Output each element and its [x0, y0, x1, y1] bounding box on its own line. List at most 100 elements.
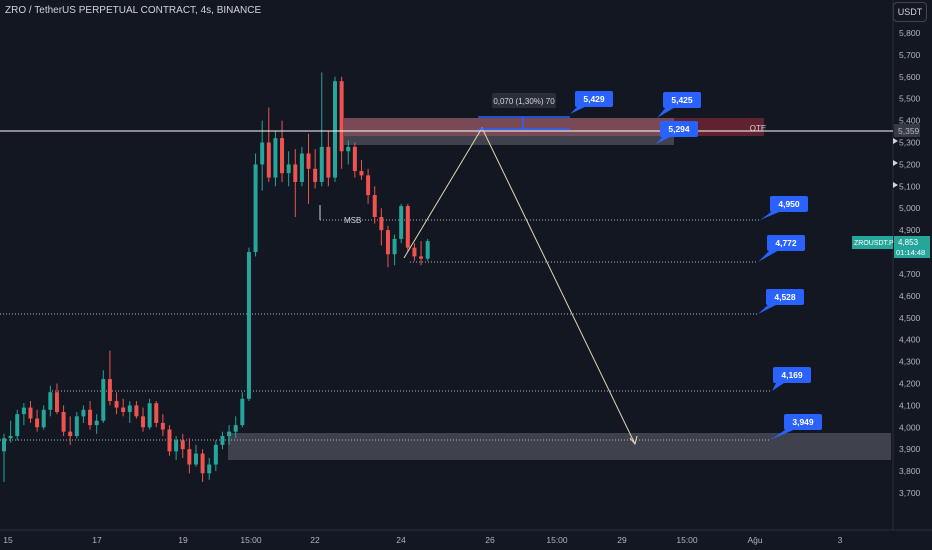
candle[interactable]: [193, 444, 198, 467]
candle[interactable]: [41, 405, 46, 430]
candle[interactable]: [266, 107, 271, 182]
candle[interactable]: [326, 131, 331, 187]
candle[interactable]: [35, 409, 40, 432]
candle[interactable]: [240, 392, 245, 428]
candle[interactable]: [160, 414, 165, 437]
candle-body: [333, 81, 337, 178]
level-tag[interactable]: 4,772: [758, 235, 805, 262]
candle[interactable]: [107, 350, 112, 406]
candle[interactable]: [21, 403, 26, 426]
candle[interactable]: [220, 431, 225, 450]
candle[interactable]: [260, 120, 265, 191]
candle[interactable]: [167, 425, 172, 456]
candle[interactable]: [366, 168, 371, 204]
level-tag[interactable]: 5,425: [657, 92, 701, 118]
time-axis[interactable]: 15 17 19 15:00 22 24 26 15:00 29 15:00 Ağu 3: [3, 535, 842, 545]
y-tick-label: 4,900: [899, 225, 921, 235]
candle[interactable]: [273, 131, 278, 187]
level-tag[interactable]: 4,169: [772, 367, 811, 391]
price-arrow-2: [893, 160, 898, 166]
x-tick-label: 17: [92, 535, 102, 545]
x-tick-label: Ağu: [747, 535, 762, 545]
y-tick-label: 4,200: [899, 378, 921, 388]
candle[interactable]: [352, 142, 357, 178]
candle[interactable]: [187, 438, 192, 474]
candle[interactable]: [405, 203, 410, 253]
level-tag[interactable]: 4,528: [758, 289, 804, 314]
candle[interactable]: [68, 416, 73, 445]
candle[interactable]: [127, 401, 132, 423]
candle[interactable]: [293, 149, 298, 217]
candle[interactable]: [2, 433, 6, 483]
candle[interactable]: [319, 72, 324, 187]
candle[interactable]: [74, 411, 79, 439]
price-arrow-1: [893, 138, 898, 144]
candle[interactable]: [121, 398, 126, 417]
candle[interactable]: [200, 449, 205, 483]
level-tag-pointer: [758, 303, 780, 314]
candle[interactable]: [15, 409, 20, 441]
candle[interactable]: [359, 160, 364, 180]
x-tick-label: 15:00: [676, 535, 698, 545]
level-tag[interactable]: 5,429: [570, 91, 613, 114]
y-tick-label: 4,500: [899, 313, 921, 323]
candle[interactable]: [134, 401, 139, 419]
candle[interactable]: [174, 436, 179, 461]
candle[interactable]: [419, 241, 424, 266]
candle[interactable]: [253, 153, 258, 257]
candle[interactable]: [299, 146, 304, 187]
x-tick-label: 29: [617, 535, 627, 545]
crosshair-price-tag: [894, 124, 920, 137]
candle[interactable]: [207, 457, 212, 480]
candle[interactable]: [61, 405, 66, 437]
price-axis[interactable]: 5,800 5,700 5,600 5,500 5,400 5,300 5,200 5,100…: [899, 28, 921, 498]
candle[interactable]: [339, 76, 344, 169]
level-tag[interactable]: 5,294: [656, 121, 698, 144]
candle[interactable]: [8, 420, 13, 443]
candle[interactable]: [141, 407, 146, 432]
candle[interactable]: [392, 234, 397, 266]
candle-body: [425, 241, 430, 259]
candle[interactable]: [114, 392, 119, 415]
candles[interactable]: [2, 72, 430, 483]
candle-body: [233, 425, 238, 432]
candle[interactable]: [28, 401, 33, 423]
candle[interactable]: [180, 433, 185, 458]
candle-body: [392, 238, 397, 255]
candle[interactable]: [412, 243, 417, 261]
candle[interactable]: [385, 225, 390, 268]
candle[interactable]: [246, 247, 251, 401]
candle[interactable]: [81, 405, 86, 423]
level-tag[interactable]: 3,949: [770, 414, 822, 440]
x-tick-label: 15: [3, 535, 13, 545]
candle[interactable]: [147, 398, 152, 430]
candle[interactable]: [306, 133, 311, 204]
candle[interactable]: [399, 203, 404, 244]
candle[interactable]: [372, 186, 377, 224]
level-tags[interactable]: 5,429 5,425 5,294 4,950 4,772 4,528 4,169 3,949: [570, 91, 822, 440]
candle[interactable]: [346, 140, 351, 165]
candle[interactable]: [379, 208, 384, 246]
level-tag[interactable]: 4,950: [760, 196, 808, 220]
candle[interactable]: [233, 416, 238, 439]
candle[interactable]: [94, 414, 99, 434]
candle[interactable]: [88, 401, 93, 430]
candle[interactable]: [213, 440, 218, 472]
candle-body: [193, 453, 198, 465]
candle[interactable]: [280, 120, 285, 182]
candle[interactable]: [227, 425, 232, 445]
measure-label-box: [492, 93, 556, 108]
candle[interactable]: [54, 383, 59, 415]
candle-body: [187, 449, 192, 465]
candle[interactable]: [154, 401, 159, 428]
candle[interactable]: [313, 149, 318, 189]
candle[interactable]: [286, 151, 291, 187]
demand-zone[interactable]: [228, 433, 891, 460]
candle[interactable]: [425, 238, 430, 261]
candle[interactable]: [333, 76, 337, 182]
candle[interactable]: [48, 385, 53, 417]
projection-path[interactable]: [403, 126, 636, 445]
level-tag-label: 5,429: [583, 94, 605, 104]
candle[interactable]: [101, 370, 106, 423]
